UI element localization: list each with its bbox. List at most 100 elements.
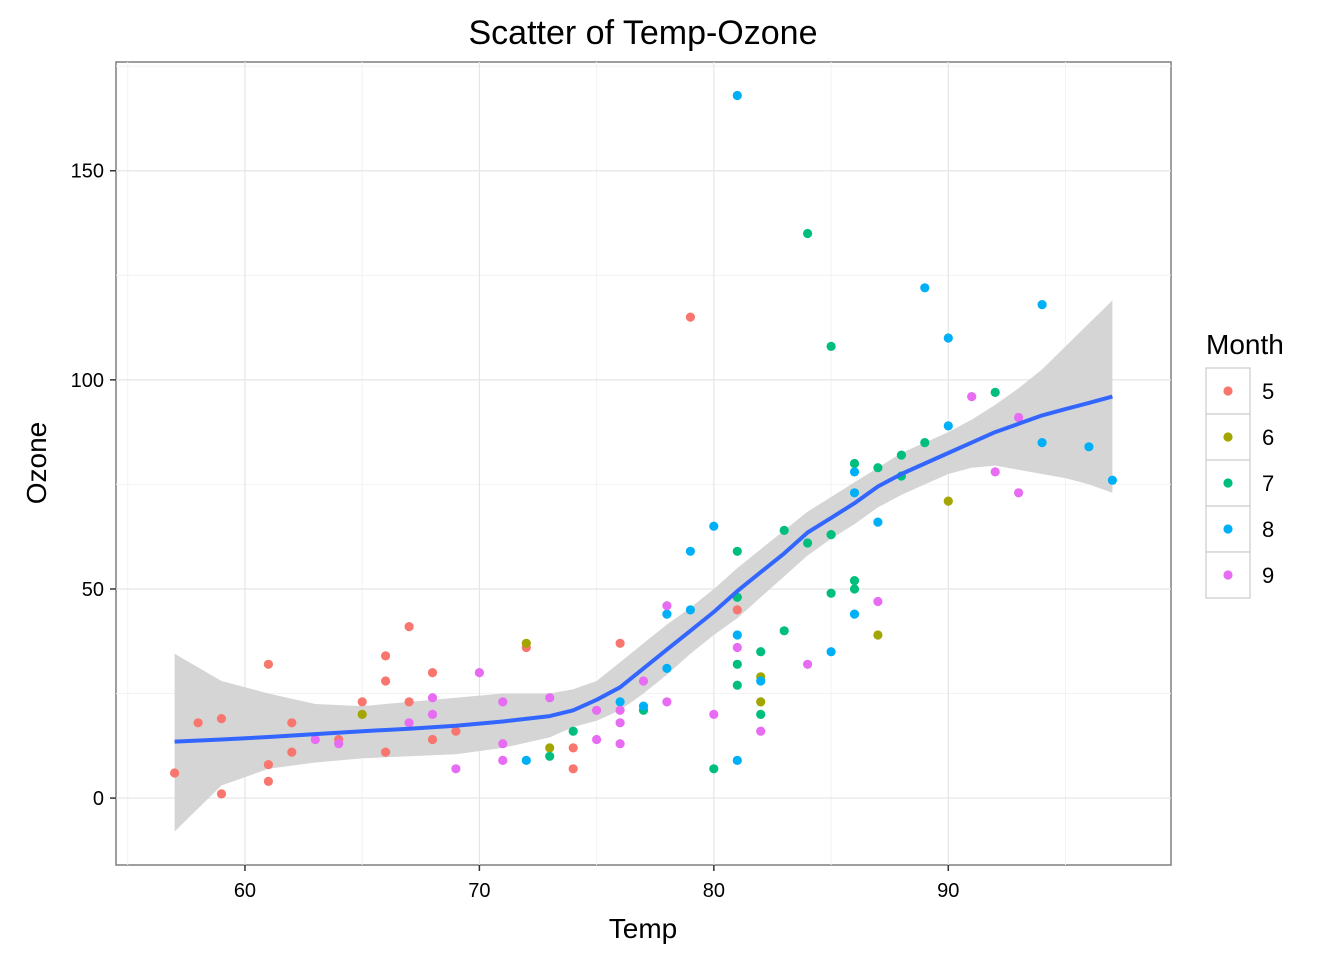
data-point-month-7: [920, 438, 930, 448]
data-point-month-9: [498, 755, 508, 766]
data-point-month-9: [592, 705, 602, 715]
data-point-month-9: [545, 693, 555, 703]
data-point-month-6: [873, 630, 883, 640]
data-point-month-7: [896, 450, 907, 460]
y-tick-label: 0: [93, 788, 104, 810]
data-point-month-5: [263, 659, 273, 669]
data-point-month-8: [1037, 300, 1047, 310]
data-point-month-9: [732, 642, 742, 653]
data-point-month-5: [263, 776, 273, 787]
data-point-month-7: [826, 530, 836, 540]
legend-key-5: [1223, 386, 1233, 396]
data-point-month-5: [287, 718, 297, 728]
legend-label: 7: [1262, 471, 1274, 496]
data-point-month-6: [545, 743, 555, 753]
data-point-month-5: [263, 760, 273, 770]
data-point-month-9: [662, 697, 672, 707]
data-point-month-8: [1107, 475, 1117, 485]
data-point-month-5: [615, 638, 625, 648]
data-point-month-7: [826, 341, 836, 351]
legend-label: 5: [1262, 379, 1274, 404]
y-tick-label: 50: [82, 579, 104, 601]
data-point-month-8: [732, 755, 742, 766]
data-point-month-9: [310, 734, 320, 745]
data-point-month-7: [849, 458, 860, 469]
y-axis: 0 50 100 150: [71, 161, 116, 810]
data-point-month-9: [334, 739, 344, 749]
data-point-month-5: [568, 764, 578, 774]
data-point-month-8: [638, 701, 649, 711]
data-point-month-7: [803, 228, 813, 239]
data-point-month-9: [615, 739, 625, 749]
data-point-month-5: [427, 668, 438, 678]
data-point-month-7: [568, 726, 578, 736]
data-point-month-8: [662, 609, 672, 619]
data-point-month-8: [709, 521, 719, 531]
data-point-month-6: [521, 638, 531, 648]
legend-key-8: [1223, 524, 1233, 534]
data-point-month-8: [615, 697, 625, 707]
grid-lines: [116, 62, 1171, 865]
data-point-month-7: [779, 626, 789, 636]
y-tick-label: 150: [71, 161, 104, 183]
data-point-month-5: [193, 718, 203, 728]
data-point-month-8: [826, 647, 836, 657]
legend-label: 9: [1262, 563, 1274, 588]
data-point-month-8: [943, 421, 953, 431]
data-point-month-7: [803, 538, 813, 548]
data-point-month-9: [427, 693, 438, 703]
data-point-month-6: [357, 709, 367, 720]
data-point-month-5: [404, 622, 414, 632]
data-point-month-6: [756, 697, 766, 707]
data-point-month-7: [732, 659, 742, 669]
data-point-month-9: [756, 726, 766, 736]
data-point-month-9: [474, 668, 484, 678]
data-point-month-9: [873, 596, 883, 607]
y-axis-title: Ozone: [21, 422, 52, 505]
data-point-month-9: [498, 739, 508, 749]
data-point-month-5: [381, 651, 391, 661]
data-point-month-8: [685, 605, 696, 615]
data-point-month-8: [873, 517, 883, 527]
data-point-month-7: [849, 584, 860, 594]
y-tick-label: 100: [71, 370, 104, 392]
data-point-month-9: [404, 718, 414, 728]
data-point-month-8: [849, 467, 860, 477]
x-axis-title: Temp: [609, 913, 677, 944]
data-point-month-9: [451, 764, 461, 774]
data-point-month-5: [381, 747, 391, 757]
data-point-month-9: [1014, 488, 1024, 498]
legend-key-9: [1223, 570, 1233, 580]
data-point-month-8: [1037, 438, 1047, 448]
data-point-month-7: [849, 576, 860, 586]
data-point-month-8: [756, 676, 766, 686]
data-point-month-5: [685, 312, 696, 322]
data-point-month-8: [662, 663, 672, 674]
data-point-month-5: [216, 789, 227, 799]
data-point-month-5: [381, 676, 391, 686]
data-point-month-9: [498, 697, 508, 707]
data-point-month-8: [943, 333, 953, 343]
data-point-month-9: [967, 392, 977, 402]
legend-label: 8: [1262, 517, 1274, 542]
x-axis: 60 70 80 90: [234, 865, 959, 902]
data-point-month-5: [451, 726, 461, 736]
data-point-month-7: [709, 764, 719, 774]
data-point-month-6: [943, 496, 953, 506]
data-point-month-5: [170, 768, 180, 778]
data-point-month-9: [615, 718, 625, 728]
data-point-month-9: [427, 709, 438, 720]
data-point-month-9: [615, 705, 625, 715]
x-tick-label: 90: [937, 880, 959, 902]
x-tick-label: 60: [234, 880, 256, 902]
legend-key-6: [1223, 432, 1233, 442]
data-point-month-5: [732, 605, 742, 615]
data-point-month-8: [732, 90, 742, 101]
legend-title: Month: [1206, 329, 1284, 360]
x-tick-label: 70: [468, 880, 490, 902]
data-point-month-8: [521, 755, 531, 766]
data-point-month-9: [709, 709, 719, 720]
data-point-month-9: [638, 676, 649, 686]
x-tick-label: 80: [703, 880, 725, 902]
